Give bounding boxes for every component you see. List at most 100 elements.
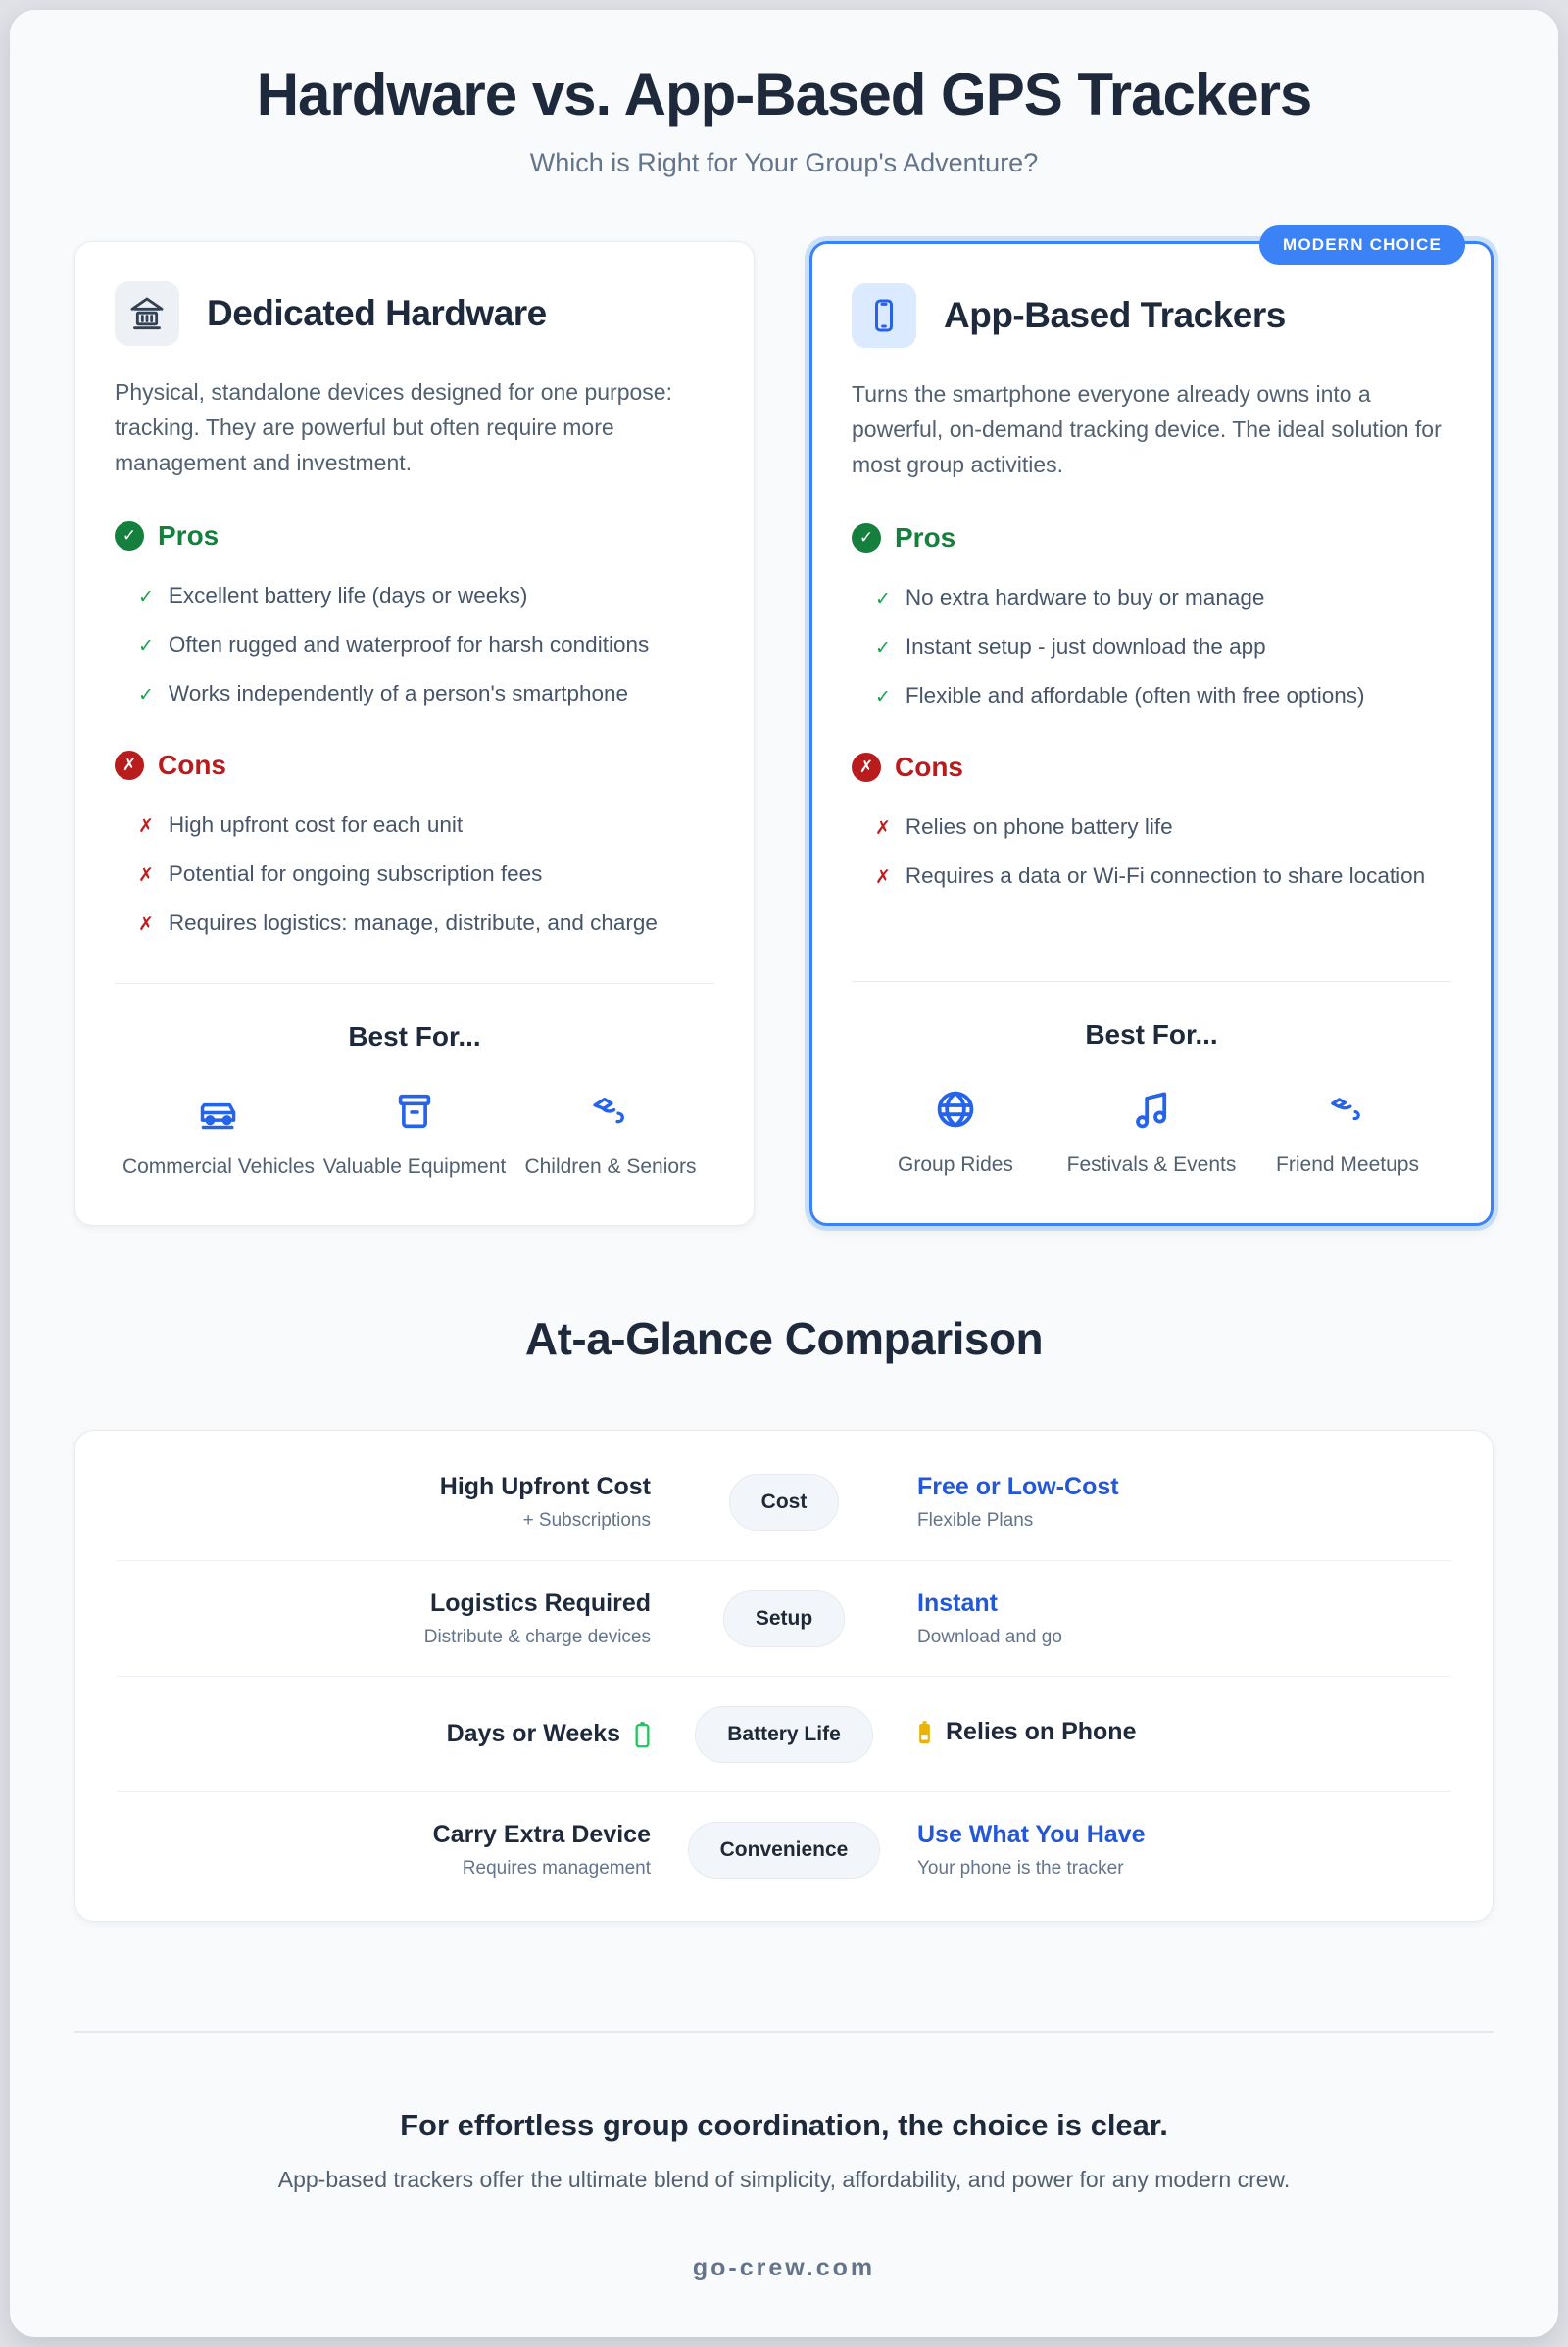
category-pill: Cost	[728, 1474, 840, 1532]
hardware-cons-list: ✗ High upfront cost for each unit ✗ Potent…	[115, 789, 714, 936]
infographic-sheet: Hardware vs. App-Based GPS Trackers Whic…	[10, 10, 1558, 2338]
app-cell: Use What You Have Your phone is the trac…	[911, 1821, 1451, 1880]
app-value: Free or Low-Cost	[917, 1473, 1119, 1501]
footer-subtext: App-based trackers offer the ultimate bl…	[277, 2167, 1291, 2193]
list-item: ✗ Potential for ongoing subscription fees	[115, 861, 714, 887]
app-best-for-row: Group Rides Festivals & Events	[852, 1084, 1451, 1180]
hardware-pros-list: ✓ Excellent battery life (days or weeks) …	[115, 560, 714, 707]
best-for-item: Commercial Vehicles	[121, 1086, 317, 1182]
children-seniors-icon	[588, 1086, 633, 1137]
pro-item-text: Flexible and affordable (often with free…	[905, 682, 1365, 708]
check-icon: ✓	[138, 586, 154, 608]
app-cons-list: ✗ Relies on phone battery life ✗ Requires …	[852, 791, 1451, 889]
equipment-box-icon	[392, 1086, 437, 1137]
cross-icon: ✗	[138, 864, 154, 886]
footer-divider	[74, 2031, 1494, 2034]
app-value: Use What You Have	[917, 1820, 1146, 1848]
check-icon: ✓	[875, 588, 891, 610]
check-circle-icon: ✓	[852, 522, 881, 553]
app-value-sub: Flexible Plans	[917, 1510, 1034, 1532]
pro-item-text: Excellent battery life (days or weeks)	[168, 582, 528, 608]
list-item: ✗ Relies on phone battery life	[852, 814, 1451, 840]
check-icon: ✓	[875, 686, 891, 708]
best-for-label: Children & Seniors	[524, 1154, 697, 1178]
best-for-item: Friend Meetups	[1250, 1084, 1446, 1180]
hardware-value: Days or Weeks	[446, 1720, 620, 1748]
category-pill: Setup	[722, 1589, 846, 1647]
app-best-for-title: Best For...	[1085, 1018, 1218, 1050]
best-for-item: Group Rides	[858, 1084, 1054, 1180]
best-for-label: Festivals & Events	[1066, 1152, 1237, 1176]
pros-label: Pros	[895, 521, 956, 553]
cons-label: Cons	[895, 751, 963, 782]
list-item: ✓ Works independently of a person's smart…	[115, 681, 714, 707]
hardware-value: Carry Extra Device	[432, 1820, 651, 1848]
music-note-icon	[1128, 1084, 1175, 1135]
app-pros-list: ✓ No extra hardware to buy or manage ✓ Ins…	[852, 562, 1451, 709]
battery-full-icon	[634, 1721, 651, 1748]
comparison-card: High Upfront Cost + Subscriptions Cost F…	[74, 1430, 1494, 1923]
app-card-title: App-Based Trackers	[944, 295, 1286, 335]
list-item: ✓ Flexible and affordable (often with fre…	[852, 683, 1451, 709]
app-value: Relies on Phone	[946, 1718, 1137, 1746]
app-icon-box	[852, 283, 916, 348]
con-item-text: Potential for ongoing subscription fees	[168, 860, 543, 886]
app-cell: Instant Download and go	[911, 1589, 1451, 1648]
hardware-value: Logistics Required	[429, 1589, 651, 1617]
page-title: Hardware vs. App-Based GPS Trackers	[256, 62, 1313, 127]
list-item: ✓ No extra hardware to buy or manage	[852, 585, 1451, 611]
comparison-row-convenience: Carry Extra Device Requires management C…	[117, 1791, 1451, 1907]
hardware-description: Physical, standalone devices designed fo…	[115, 379, 672, 475]
modern-choice-badge: MODERN CHOICE	[1259, 225, 1465, 265]
bank-building-icon	[127, 294, 167, 333]
divider	[115, 982, 714, 984]
best-for-label: Friend Meetups	[1276, 1152, 1419, 1176]
divider	[852, 980, 1451, 982]
hardware-best-for-title: Best For...	[348, 1020, 481, 1051]
pro-item-text: Often rugged and waterproof for harsh co…	[168, 631, 650, 657]
smartphone-icon	[864, 296, 904, 335]
con-item-text: Relies on phone battery life	[905, 813, 1173, 839]
hardware-best-for-row: Commercial Vehicles Valuable Equipment	[115, 1086, 714, 1182]
pro-item-text: Works independently of a person's smartp…	[168, 680, 629, 706]
app-value-sub: Download and go	[917, 1626, 1062, 1647]
check-icon: ✓	[138, 635, 154, 657]
hardware-cons-header: ✗ Cons	[115, 750, 714, 781]
hardware-card-title: Dedicated Hardware	[207, 293, 547, 333]
hardware-cell: Days or Weeks	[117, 1720, 657, 1748]
app-cons-header: ✗ Cons	[852, 752, 1451, 783]
app-value-sub: Your phone is the tracker	[917, 1857, 1124, 1879]
best-for-label: Group Rides	[898, 1152, 1013, 1176]
con-item-text: High upfront cost for each unit	[168, 811, 464, 837]
comparison-cards-row: Dedicated Hardware Physical, standalone …	[10, 225, 1558, 1227]
app-value: Instant	[917, 1589, 998, 1617]
cross-icon: ✗	[138, 913, 154, 935]
cross-circle-icon: ✗	[852, 752, 881, 782]
commercial-vehicle-icon	[194, 1086, 243, 1137]
list-item: ✗ Requires logistics: manage, distribute,…	[115, 910, 714, 936]
best-for-item: Children & Seniors	[513, 1086, 709, 1182]
category-pill: Battery Life	[695, 1705, 873, 1763]
app-description: Turns the smartphone everyone already ow…	[852, 381, 1442, 477]
app-pros-header: ✓ Pros	[852, 522, 1451, 554]
cons-label: Cons	[158, 749, 226, 780]
list-item: ✗ High upfront cost for each unit	[115, 812, 714, 838]
hardware-cell: Carry Extra Device Requires management	[117, 1821, 657, 1880]
cross-icon: ✗	[138, 815, 154, 837]
comparison-row-cost: High Upfront Cost + Subscriptions Cost F…	[117, 1444, 1451, 1560]
check-circle-icon: ✓	[115, 520, 144, 551]
list-item: ✓ Excellent battery life (days or weeks)	[115, 583, 714, 609]
friends-icon	[1326, 1084, 1369, 1135]
con-item-text: Requires a data or Wi-Fi connection to s…	[905, 862, 1426, 888]
comparison-row-setup: Logistics Required Distribute & charge d…	[117, 1560, 1451, 1676]
best-for-item: Valuable Equipment	[317, 1086, 513, 1182]
hardware-card-header: Dedicated Hardware	[115, 281, 714, 346]
comparison-row-battery: Days or Weeks Battery Life	[117, 1676, 1451, 1791]
hardware-value-sub: Requires management	[462, 1857, 651, 1879]
list-item: ✓ Often rugged and waterproof for harsh c…	[115, 632, 714, 658]
app-cell: Relies on Phone	[911, 1718, 1451, 1750]
hardware-cell: Logistics Required Distribute & charge d…	[117, 1589, 657, 1648]
hardware-value: High Upfront Cost	[439, 1473, 651, 1501]
cross-circle-icon: ✗	[115, 750, 144, 780]
hardware-cell: High Upfront Cost + Subscriptions	[117, 1473, 657, 1532]
